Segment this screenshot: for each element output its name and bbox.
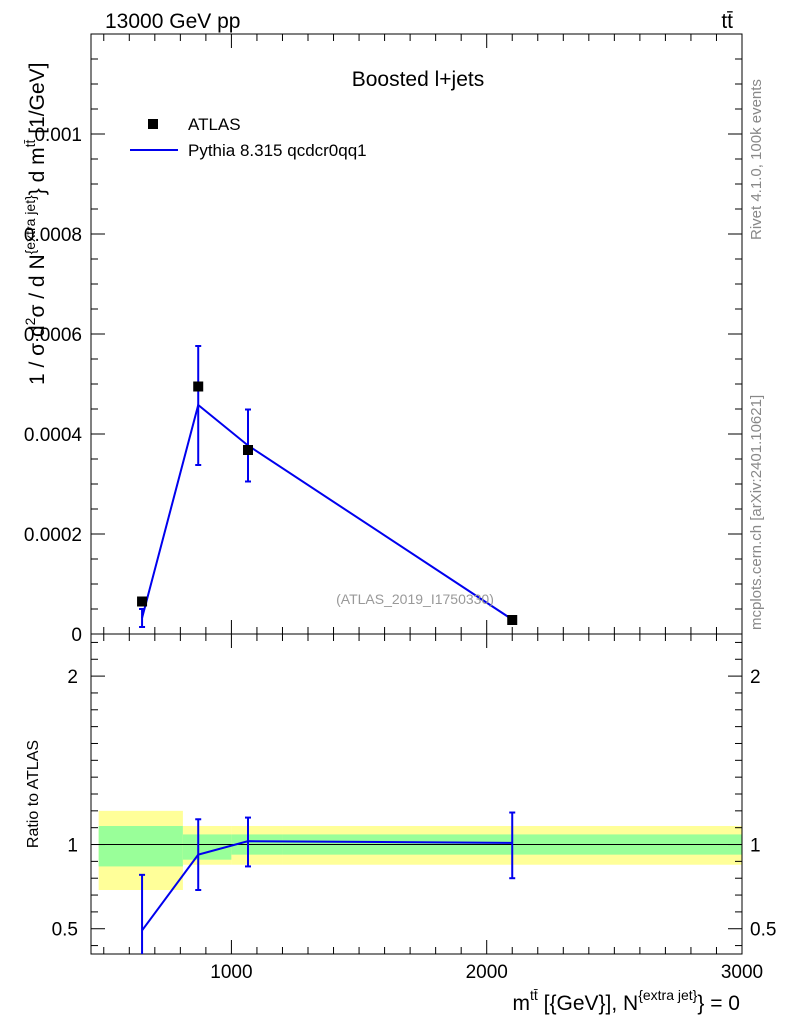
ratio-y-axis-label: Ratio to ATLAS bbox=[25, 740, 42, 848]
data-point-1 bbox=[193, 381, 204, 392]
mcplots-label: mcplots.cern.ch [arXiv:2401.10621] bbox=[748, 395, 765, 630]
x-axis-label: mtt̄ [{GeV}], N{extra jet}} = 0 bbox=[513, 987, 740, 1015]
x-label-sup1: tt̄ bbox=[530, 987, 538, 1003]
y-label-sup2: {extra jet} bbox=[22, 195, 38, 254]
legend-atlas-label: ATLAS bbox=[188, 115, 241, 134]
ratio-x-tick-labels: 1000 2000 3000 bbox=[210, 962, 763, 983]
main-y-tick-label-1: 0.0002 bbox=[24, 525, 82, 546]
ratio-mc-series bbox=[139, 811, 516, 954]
ratio-y-tick-label-right-0: 0.5 bbox=[750, 920, 776, 941]
legend-mc-label: Pythia 8.315 qcdcr0qq1 bbox=[188, 141, 367, 160]
ratio-y-tick-label-right-1: 1 bbox=[750, 836, 761, 857]
legend-atlas-marker bbox=[148, 119, 158, 129]
legend: ATLAS Pythia 8.315 qcdcr0qq1 bbox=[130, 115, 367, 160]
ratio-uncertainty-bands bbox=[98, 810, 742, 890]
main-axis-ticks bbox=[91, 34, 743, 635]
x-label-mid: [{GeV}], N bbox=[538, 992, 638, 1015]
main-y-tick-label-0: 0 bbox=[71, 625, 82, 646]
y-label-sup1: 2 bbox=[22, 317, 38, 325]
ratio-y-tick-label-right-2: 2 bbox=[750, 667, 761, 688]
x-tick-label-2: 3000 bbox=[721, 962, 763, 983]
ratio-y-tick-label-left-1: 1 bbox=[67, 836, 78, 857]
main-y-tick-labels: 0 0.0002 0.0004 0.0006 0.0008 0.001 bbox=[24, 125, 83, 646]
ratio-plot-frame bbox=[90, 633, 743, 955]
data-point-0 bbox=[137, 596, 148, 607]
ratio-y-tick-label-left-0: 0.5 bbox=[52, 920, 78, 941]
main-y-tick-label-5: 0.001 bbox=[34, 125, 82, 146]
analysis-tag: (ATLAS_2019_I1750330) bbox=[336, 591, 494, 607]
main-y-tick-label-4: 0.0008 bbox=[24, 225, 82, 246]
rivet-version-label: Rivet 4.1.0, 100k events bbox=[748, 79, 765, 240]
main-y-tick-label-3: 0.0006 bbox=[24, 325, 82, 346]
ratio-y-tick-labels: 0.5 0.5 1 1 2 2 bbox=[52, 667, 777, 941]
main-y-axis-label: 1 / σ d2σ / d N{extra jet}} d mtt̄ [1/Ge… bbox=[22, 63, 49, 385]
ratio-axis-ticks bbox=[91, 634, 743, 954]
top-left-label: 13000 GeV pp bbox=[105, 10, 240, 33]
ratio-mc-line bbox=[141, 840, 513, 932]
y-label-mid2: } d m bbox=[26, 147, 49, 195]
x-tick-label-1: 2000 bbox=[466, 962, 508, 983]
main-y-tick-label-2: 0.0004 bbox=[24, 425, 83, 446]
y-label-mid: σ / d N bbox=[26, 254, 49, 317]
stat-band-0 bbox=[98, 826, 183, 867]
main-mc-series bbox=[139, 345, 516, 628]
top-right-label: tt̄ bbox=[721, 10, 733, 33]
x-label-suffix: } = 0 bbox=[697, 992, 740, 1015]
x-label-prefix: m bbox=[513, 992, 531, 1015]
data-point-2 bbox=[243, 445, 254, 455]
y-label-sup3: tt̄ bbox=[22, 139, 38, 147]
chart-title: Boosted l+jets bbox=[352, 68, 485, 91]
y-label-suffix: [1/GeV] bbox=[26, 63, 49, 140]
x-label-sup2: {extra jet} bbox=[638, 987, 697, 1003]
main-data-series bbox=[137, 381, 518, 625]
main-mc-line bbox=[141, 403, 513, 621]
x-tick-label-0: 1000 bbox=[210, 962, 252, 983]
ratio-y-tick-label-left-2: 2 bbox=[67, 667, 78, 688]
data-point-3 bbox=[507, 615, 518, 625]
y-label-prefix: 1 / σ d bbox=[26, 325, 49, 385]
